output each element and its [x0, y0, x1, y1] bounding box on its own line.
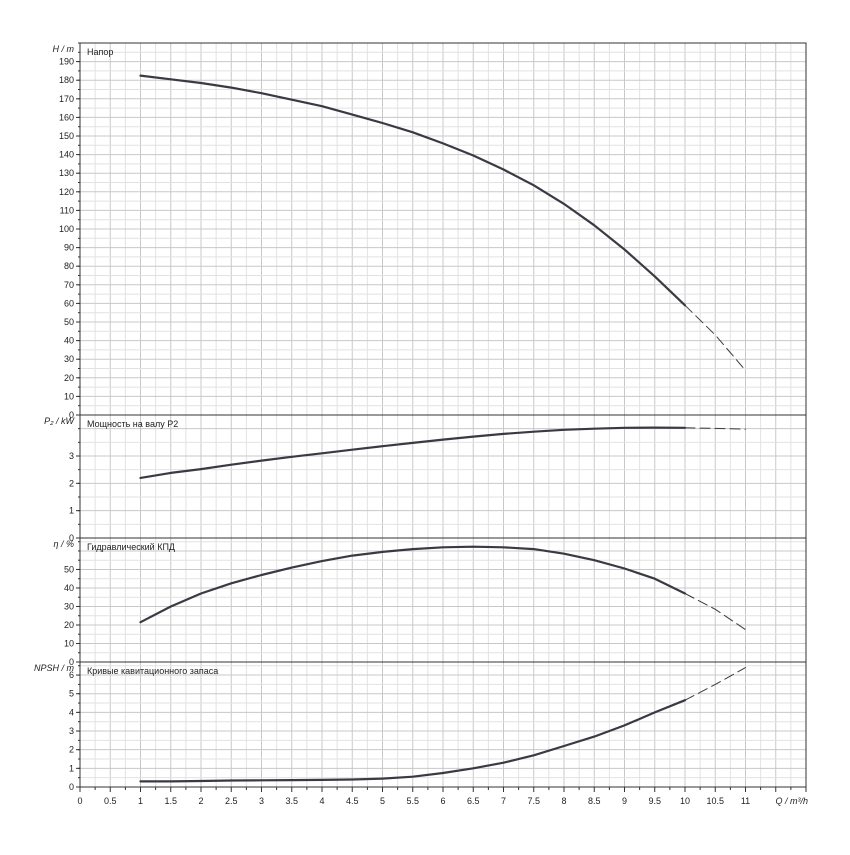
y-axis-label: η / %	[53, 539, 74, 549]
x-axis-label: Q / m³/h	[775, 796, 808, 806]
y-tick-label: 1	[69, 506, 74, 516]
y-tick-label: 10	[64, 391, 74, 401]
x-tick-label: 9.5	[648, 796, 661, 806]
x-tick-label: 4	[319, 796, 324, 806]
y-tick-label: 6	[69, 670, 74, 680]
y-axis-label: H / m	[53, 44, 75, 54]
x-tick-label: 7	[501, 796, 506, 806]
y-tick-label: 130	[59, 168, 74, 178]
x-tick-label: 10.5	[706, 796, 724, 806]
y-tick-label: 140	[59, 150, 74, 160]
x-tick-label: 5	[380, 796, 385, 806]
x-tick-label: 3.5	[285, 796, 298, 806]
y-tick-label: 5	[69, 689, 74, 699]
y-tick-label: 110	[60, 205, 74, 215]
y-tick-label: 30	[64, 354, 74, 364]
x-tick-label: 3	[259, 796, 264, 806]
x-tick-label: 5.5	[406, 796, 419, 806]
panel-title: Кривые кавитационного запаса	[87, 666, 218, 676]
y-tick-label: 3	[69, 451, 74, 461]
x-tick-label: 6.5	[467, 796, 480, 806]
x-tick-label: 9	[622, 796, 627, 806]
y-tick-label: 0	[69, 410, 74, 420]
y-tick-label: 100	[59, 224, 74, 234]
y-tick-label: 150	[59, 131, 74, 141]
panel-title: Напор	[87, 47, 113, 57]
y-tick-label: 170	[59, 94, 74, 104]
y-tick-label: 4	[69, 707, 74, 717]
x-tick-label: 8	[561, 796, 566, 806]
curve-extension-dashed	[684, 667, 746, 701]
panel-title: Гидравлический КПД	[87, 542, 175, 552]
y-tick-label: 20	[64, 373, 74, 383]
curve-main	[139, 699, 687, 783]
y-tick-label: 20	[64, 620, 74, 630]
y-tick-label: 50	[64, 564, 74, 574]
panel-title: Мощность на валу P2	[87, 419, 178, 429]
x-tick-label: 10	[680, 796, 690, 806]
y-tick-label: 70	[64, 280, 74, 290]
y-tick-label: 120	[59, 187, 74, 197]
x-tick-label: 2	[198, 796, 203, 806]
y-tick-label: 0	[69, 533, 74, 543]
y-tick-label: 190	[59, 57, 74, 67]
y-tick-label: 50	[64, 317, 74, 327]
y-tick-label: 0	[69, 657, 74, 667]
curve-extension-dashed	[684, 593, 746, 631]
x-tick-label: 1.5	[164, 796, 177, 806]
y-tick-label: 0	[69, 782, 74, 792]
curve-extension-dashed	[684, 427, 746, 430]
y-tick-label: 2	[69, 478, 74, 488]
curve-main	[139, 426, 687, 479]
x-tick-label: 7.5	[527, 796, 540, 806]
y-tick-label: 80	[64, 261, 74, 271]
y-axis-label: NPSH / m	[34, 663, 75, 673]
x-tick-label: 0	[77, 796, 82, 806]
x-tick-label: 4.5	[346, 796, 359, 806]
y-tick-label: 40	[64, 583, 74, 593]
x-tick-label: 0.5	[104, 796, 117, 806]
y-tick-label: 2	[69, 745, 74, 755]
curve-main	[139, 74, 687, 307]
y-tick-label: 180	[59, 75, 74, 85]
x-tick-label: 8.5	[588, 796, 601, 806]
x-tick-label: 1	[138, 796, 143, 806]
y-tick-label: 90	[64, 243, 74, 253]
x-tick-label: 6	[440, 796, 445, 806]
y-tick-label: 60	[64, 298, 74, 308]
y-tick-label: 1	[69, 763, 74, 773]
x-tick-label: 2.5	[225, 796, 238, 806]
y-tick-label: 3	[69, 726, 74, 736]
y-tick-label: 40	[64, 336, 74, 346]
y-tick-label: 160	[59, 112, 74, 122]
y-tick-label: 30	[64, 601, 74, 611]
x-tick-label: 11	[741, 796, 750, 806]
y-axis-label: P₂ / kW	[44, 416, 75, 426]
curve-main	[139, 545, 687, 624]
y-tick-label: 10	[64, 638, 74, 648]
